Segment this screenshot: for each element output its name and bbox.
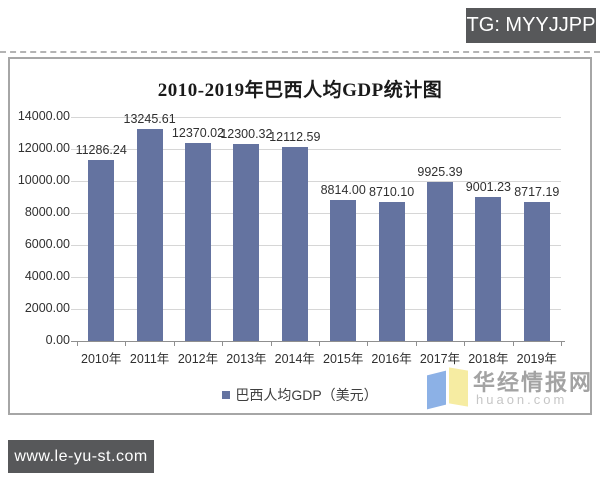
watermark-site-name: 华经情报网 — [473, 370, 594, 395]
y-gridline — [71, 149, 561, 150]
gdp-bar-2018 — [475, 196, 502, 341]
y-gridline — [71, 309, 561, 310]
bar-value-label: 12300.32 — [220, 127, 273, 142]
gdp-bar-2013 — [233, 144, 260, 341]
x-axis-category-label: 2018年 — [468, 352, 509, 366]
huaon-watermark: 华经情报网 huaon.com — [425, 363, 594, 413]
bar-value-label: 9001.23 — [465, 179, 511, 194]
x-axis-tick — [512, 341, 514, 346]
y-gridline — [71, 213, 561, 214]
x-axis-category-label: 2012年 — [177, 352, 219, 366]
legend-label: 巴西人均GDP（美元） — [235, 387, 378, 403]
bar-value-label: 8710.10 — [369, 184, 415, 199]
bar-value-label: 12370.02 — [171, 126, 225, 141]
y-axis-tick-label: 8000.00 — [24, 205, 70, 219]
x-axis-tick — [561, 341, 562, 346]
y-gridline — [71, 117, 561, 118]
gdp-bar-2019 — [523, 201, 550, 341]
x-axis-category-label: 2011年 — [129, 352, 170, 366]
y-gridline — [71, 181, 561, 182]
x-axis-tick — [77, 341, 78, 346]
gdp-bar-2010 — [88, 160, 115, 341]
gdp-bar-2015 — [330, 199, 357, 341]
y-axis-tick-label: 6000.00 — [24, 237, 70, 251]
x-axis-category-label: 2019年 — [516, 352, 557, 366]
x-axis-category-label: 2014年 — [274, 352, 315, 366]
bar-value-label: 13245.61 — [123, 112, 176, 127]
logo-yellow-page — [449, 367, 468, 407]
y-axis-tick-label: 4000.00 — [24, 269, 70, 283]
watermark-site-domain: huaon.com — [476, 392, 568, 407]
x-axis-category-label: 2016年 — [371, 352, 412, 366]
tg-watermark-text: TG: MYYJJPP — [466, 14, 596, 36]
huaon-logo-icon — [425, 365, 469, 411]
bar-value-label: 11286.24 — [75, 143, 127, 158]
dashed-crop-line — [0, 51, 600, 53]
x-axis-category-label: 2013年 — [226, 352, 267, 366]
x-axis-tick — [125, 341, 127, 346]
x-axis-category-label: 2017年 — [419, 352, 461, 366]
chart-title: 2010-2019年巴西人均GDP统计图 — [157, 80, 443, 101]
y-axis-tick-label: 0.00 — [45, 333, 70, 347]
x-axis-category-label: 2010年 — [81, 352, 122, 366]
x-axis-tick — [319, 341, 320, 346]
x-axis-tick — [367, 341, 369, 346]
gdp-bar-2014 — [281, 147, 308, 341]
x-axis-line — [71, 341, 565, 342]
x-axis-tick — [173, 341, 175, 346]
x-axis-category-label: 2015年 — [323, 352, 364, 366]
bar-value-label: 12112.59 — [269, 130, 321, 145]
chart-container: 2010-2019年巴西人均GDP统计图 14000.00 12000.00 100… — [8, 57, 592, 415]
x-axis-tick — [270, 341, 272, 346]
chart-legend: 巴西人均GDP（美元） — [10, 385, 590, 405]
y-axis-tick-label: 2000.00 — [24, 301, 70, 315]
bar-value-label: 8717.19 — [514, 184, 560, 199]
gdp-bar-2012 — [185, 143, 211, 341]
gdp-bar-2016 — [378, 201, 405, 341]
bar-value-label: 9925.39 — [417, 165, 463, 180]
x-axis-tick — [464, 341, 466, 346]
source-site-text: www.le-yu-st.com — [14, 447, 148, 465]
legend-marker-swatch — [222, 391, 231, 399]
gdp-bar-2011 — [136, 129, 163, 341]
y-axis-tick-label: 12000.00 — [17, 141, 70, 155]
y-gridline — [71, 277, 561, 278]
bar-value-label: 8814.00 — [320, 182, 366, 197]
logo-blue-page — [427, 370, 446, 410]
x-axis-tick — [415, 341, 417, 346]
x-axis-tick — [222, 341, 224, 346]
source-site-badge: www.le-yu-st.com — [8, 440, 154, 473]
gdp-bar-2017 — [427, 182, 453, 341]
y-axis-tick-label: 10000.00 — [17, 173, 70, 187]
y-axis-tick-label: 14000.00 — [17, 109, 70, 123]
tg-watermark-badge: TG: MYYJJPP — [466, 8, 596, 43]
y-gridline — [71, 245, 561, 246]
